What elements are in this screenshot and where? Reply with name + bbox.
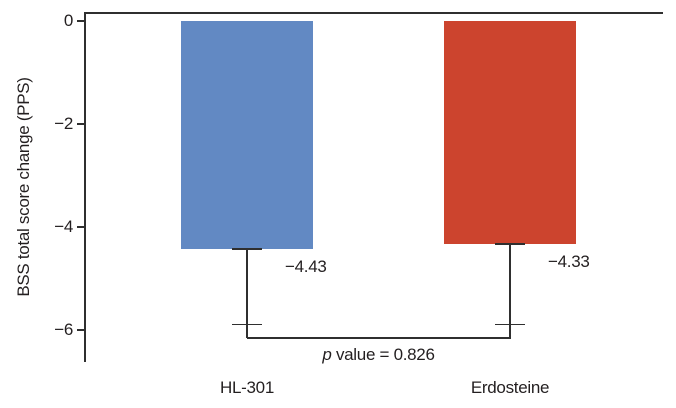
error-bar-cap-top	[232, 248, 262, 250]
error-bar-line	[509, 243, 511, 338]
y-tick	[77, 226, 85, 228]
bar	[181, 21, 313, 250]
y-tick	[77, 20, 85, 22]
p-value-text: value = 0.826	[331, 345, 435, 364]
y-axis-line	[84, 12, 86, 362]
category-label: HL-301	[220, 378, 274, 397]
category-label: Erdosteine	[470, 378, 550, 397]
value-label: −4.43	[285, 257, 327, 277]
error-bar-cap-top	[495, 242, 525, 245]
y-tick-label: −6	[54, 320, 73, 339]
value-label: −4.33	[548, 251, 590, 271]
error-bar-line	[246, 249, 248, 338]
comparison-bracket	[247, 337, 511, 339]
y-tick-label: −4	[54, 217, 73, 236]
y-tick-label: −2	[54, 114, 73, 133]
p-value-annotation: p value = 0.826	[248, 345, 509, 364]
y-axis-label: BSS total score change (PPS)	[14, 77, 33, 297]
error-bar-cap-bottom	[232, 323, 262, 326]
y-tick	[77, 123, 85, 125]
bar	[444, 21, 576, 244]
y-tick-label: 0	[63, 11, 73, 30]
error-bar-cap-bottom	[495, 323, 525, 326]
y-tick	[77, 329, 85, 331]
p-value-symbol: p	[322, 345, 332, 364]
top-axis-line	[85, 12, 663, 14]
